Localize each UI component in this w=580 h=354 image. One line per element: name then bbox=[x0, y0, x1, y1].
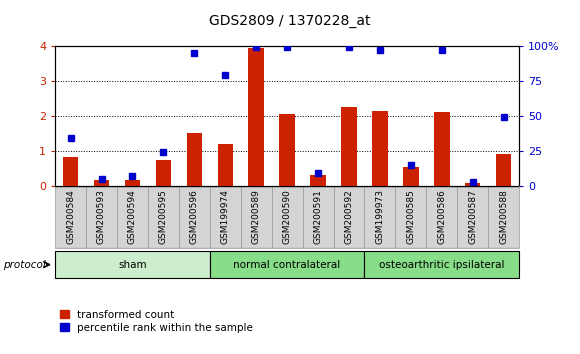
Text: GSM199973: GSM199973 bbox=[375, 189, 385, 244]
Bar bbox=[218, 144, 233, 186]
Bar bbox=[426, 186, 457, 248]
Text: GSM200584: GSM200584 bbox=[66, 189, 75, 244]
Text: GSM200588: GSM200588 bbox=[499, 189, 508, 244]
Bar bbox=[310, 175, 326, 186]
Text: GSM200585: GSM200585 bbox=[407, 189, 415, 244]
Bar bbox=[364, 186, 396, 248]
Bar bbox=[303, 186, 333, 248]
Text: GSM200594: GSM200594 bbox=[128, 189, 137, 244]
Text: osteoarthritic ipsilateral: osteoarthritic ipsilateral bbox=[379, 259, 505, 270]
Bar bbox=[248, 48, 264, 186]
Text: GSM200590: GSM200590 bbox=[282, 189, 292, 244]
Bar bbox=[496, 154, 512, 186]
Bar bbox=[403, 167, 419, 186]
Text: GDS2809 / 1370228_at: GDS2809 / 1370228_at bbox=[209, 14, 371, 28]
Bar bbox=[241, 186, 271, 248]
Text: GSM200589: GSM200589 bbox=[252, 189, 260, 244]
Bar bbox=[372, 111, 387, 186]
Bar bbox=[364, 251, 519, 278]
Text: GSM200591: GSM200591 bbox=[314, 189, 322, 244]
Bar bbox=[187, 133, 202, 186]
Text: GSM200596: GSM200596 bbox=[190, 189, 199, 244]
Bar bbox=[434, 113, 450, 186]
Bar bbox=[117, 186, 148, 248]
Text: GSM200595: GSM200595 bbox=[159, 189, 168, 244]
Bar bbox=[341, 107, 357, 186]
Text: GSM200593: GSM200593 bbox=[97, 189, 106, 244]
Bar bbox=[334, 186, 364, 248]
Bar bbox=[210, 186, 241, 248]
Bar bbox=[179, 186, 210, 248]
Bar bbox=[148, 186, 179, 248]
Bar bbox=[155, 160, 171, 186]
Bar bbox=[457, 186, 488, 248]
Bar bbox=[55, 186, 86, 248]
Bar bbox=[280, 114, 295, 186]
Legend: transformed count, percentile rank within the sample: transformed count, percentile rank withi… bbox=[60, 310, 253, 333]
Text: GSM199974: GSM199974 bbox=[221, 189, 230, 244]
Bar bbox=[125, 179, 140, 186]
Text: GSM200592: GSM200592 bbox=[345, 189, 353, 244]
Text: normal contralateral: normal contralateral bbox=[234, 259, 340, 270]
Text: GSM200586: GSM200586 bbox=[437, 189, 446, 244]
Bar bbox=[488, 186, 519, 248]
Bar bbox=[210, 251, 364, 278]
Text: GSM200587: GSM200587 bbox=[468, 189, 477, 244]
Bar bbox=[63, 157, 78, 186]
Bar bbox=[271, 186, 303, 248]
Bar bbox=[465, 183, 480, 186]
Bar bbox=[86, 186, 117, 248]
Text: protocol: protocol bbox=[3, 259, 45, 270]
Text: sham: sham bbox=[118, 259, 147, 270]
Bar bbox=[94, 179, 109, 186]
Bar bbox=[396, 186, 426, 248]
Bar bbox=[55, 251, 210, 278]
